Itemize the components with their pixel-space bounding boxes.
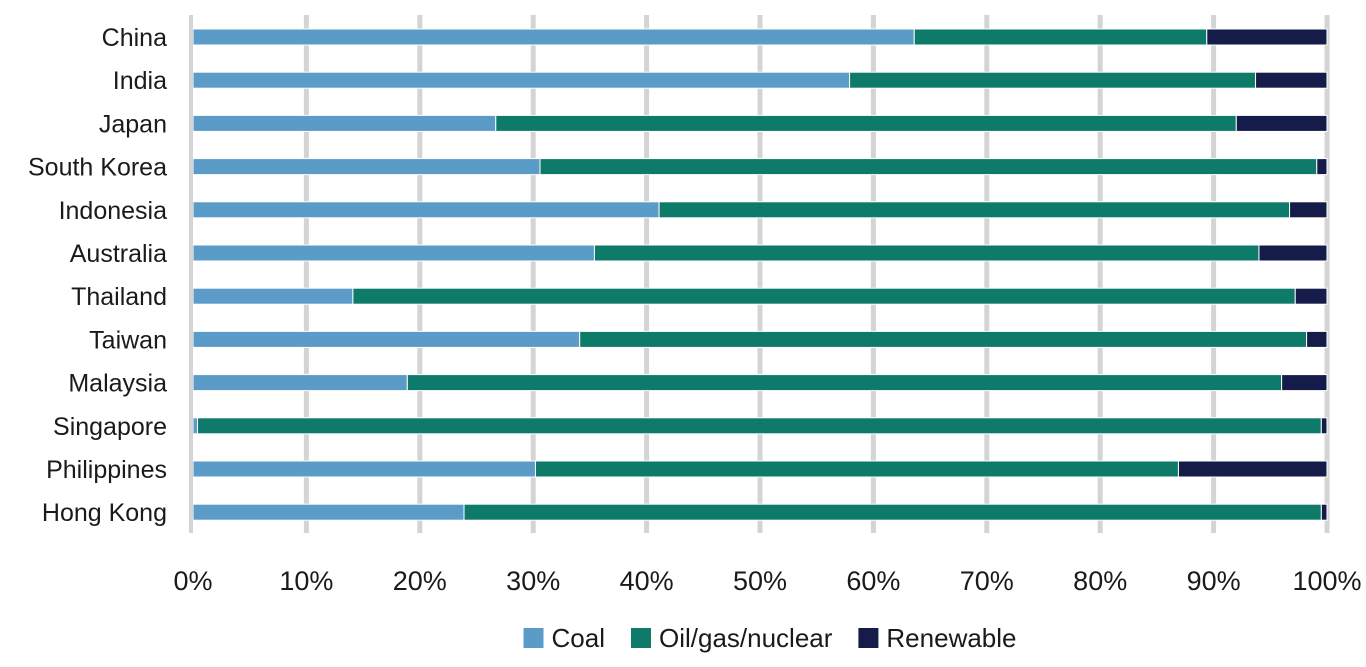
category-label-india: India bbox=[113, 67, 167, 95]
category-label-indonesia: Indonesia bbox=[59, 197, 168, 225]
bar-south-korea-oil-gas-nuclear bbox=[539, 158, 1318, 176]
bar-taiwan-renewable bbox=[1306, 330, 1328, 348]
x-tick-label: 40% bbox=[620, 566, 674, 596]
bar-china-renewable bbox=[1206, 28, 1328, 46]
bar-indonesia-oil-gas-nuclear bbox=[658, 201, 1291, 219]
x-tick-label: 50% bbox=[733, 566, 787, 596]
legend-swatch-oil-gas-nuclear bbox=[630, 628, 651, 648]
x-tick-label: 100% bbox=[1292, 566, 1361, 596]
bar-hong-kong-oil-gas-nuclear bbox=[463, 503, 1322, 521]
bars bbox=[192, 28, 1328, 521]
x-tick-labels: 0% 10% 20% 30% 40% 50% 60% 70% 80% 90% 100% bbox=[173, 566, 1361, 596]
x-tick-label: 90% bbox=[1187, 566, 1241, 596]
bar-philippines-renewable bbox=[1177, 460, 1328, 478]
bar-australia-coal bbox=[192, 244, 595, 262]
bar-japan-oil-gas-nuclear bbox=[495, 114, 1237, 132]
bar-india-coal bbox=[192, 71, 851, 89]
category-labels: China India Japan South Korea Indonesia Austr… bbox=[28, 24, 167, 527]
bar-australia-renewable bbox=[1258, 244, 1328, 262]
category-label-taiwan: Taiwan bbox=[89, 326, 167, 354]
bar-malaysia-renewable bbox=[1281, 374, 1328, 392]
bar-japan-renewable bbox=[1235, 114, 1328, 132]
bar-singapore-renewable bbox=[1320, 417, 1328, 435]
category-label-thailand: Thailand bbox=[71, 283, 167, 311]
bar-malaysia-coal bbox=[192, 374, 408, 392]
x-tick-label: 60% bbox=[846, 566, 900, 596]
bar-philippines-coal bbox=[192, 460, 536, 478]
bar-australia-oil-gas-nuclear bbox=[593, 244, 1260, 262]
category-label-china: China bbox=[102, 24, 167, 52]
bar-south-korea-coal bbox=[192, 158, 541, 176]
category-label-japan: Japan bbox=[99, 110, 167, 138]
bar-india-oil-gas-nuclear bbox=[849, 71, 1257, 89]
bar-japan-coal bbox=[192, 114, 497, 132]
bar-thailand-oil-gas-nuclear bbox=[352, 287, 1296, 305]
x-tick-label: 30% bbox=[506, 566, 560, 596]
category-label-hong-kong: Hong Kong bbox=[42, 499, 167, 527]
legend-label-renewable: Renewable bbox=[886, 623, 1016, 653]
bar-hong-kong-coal bbox=[192, 503, 465, 521]
bar-singapore-coal bbox=[192, 417, 199, 435]
gridlines bbox=[303, 15, 1330, 533]
x-tick-label: 10% bbox=[279, 566, 333, 596]
bar-south-korea-renewable bbox=[1316, 158, 1328, 176]
legend-label-oil-gas-nuclear: Oil/gas/nuclear bbox=[659, 623, 833, 653]
bar-taiwan-oil-gas-nuclear bbox=[579, 330, 1308, 348]
x-tick-label: 70% bbox=[960, 566, 1014, 596]
category-label-australia: Australia bbox=[70, 240, 167, 268]
bar-indonesia-coal bbox=[192, 201, 660, 219]
category-label-philippines: Philippines bbox=[46, 456, 167, 484]
bar-taiwan-coal bbox=[192, 330, 581, 348]
bar-singapore-oil-gas-nuclear bbox=[197, 417, 1322, 435]
bar-thailand-coal bbox=[192, 287, 354, 305]
legend-label-coal: Coal bbox=[552, 623, 605, 653]
legend-swatch-renewable bbox=[858, 628, 879, 648]
x-tick-label: 20% bbox=[393, 566, 447, 596]
category-label-malaysia: Malaysia bbox=[68, 370, 167, 398]
x-tick-label: 0% bbox=[173, 566, 212, 596]
category-label-south-korea: South Korea bbox=[28, 154, 167, 182]
legend-swatch-coal bbox=[523, 628, 544, 648]
bar-china-coal bbox=[192, 28, 915, 46]
bar-philippines-oil-gas-nuclear bbox=[534, 460, 1179, 478]
x-tick-label: 80% bbox=[1073, 566, 1127, 596]
bar-hong-kong-renewable bbox=[1320, 503, 1328, 521]
legend: Coal Oil/gas/nuclear Renewable bbox=[523, 623, 1017, 653]
bar-indonesia-renewable bbox=[1289, 201, 1328, 219]
bar-china-oil-gas-nuclear bbox=[913, 28, 1208, 46]
bar-india-renewable bbox=[1255, 71, 1328, 89]
category-label-singapore: Singapore bbox=[53, 413, 167, 441]
bar-malaysia-oil-gas-nuclear bbox=[406, 374, 1283, 392]
bar-thailand-renewable bbox=[1294, 287, 1328, 305]
